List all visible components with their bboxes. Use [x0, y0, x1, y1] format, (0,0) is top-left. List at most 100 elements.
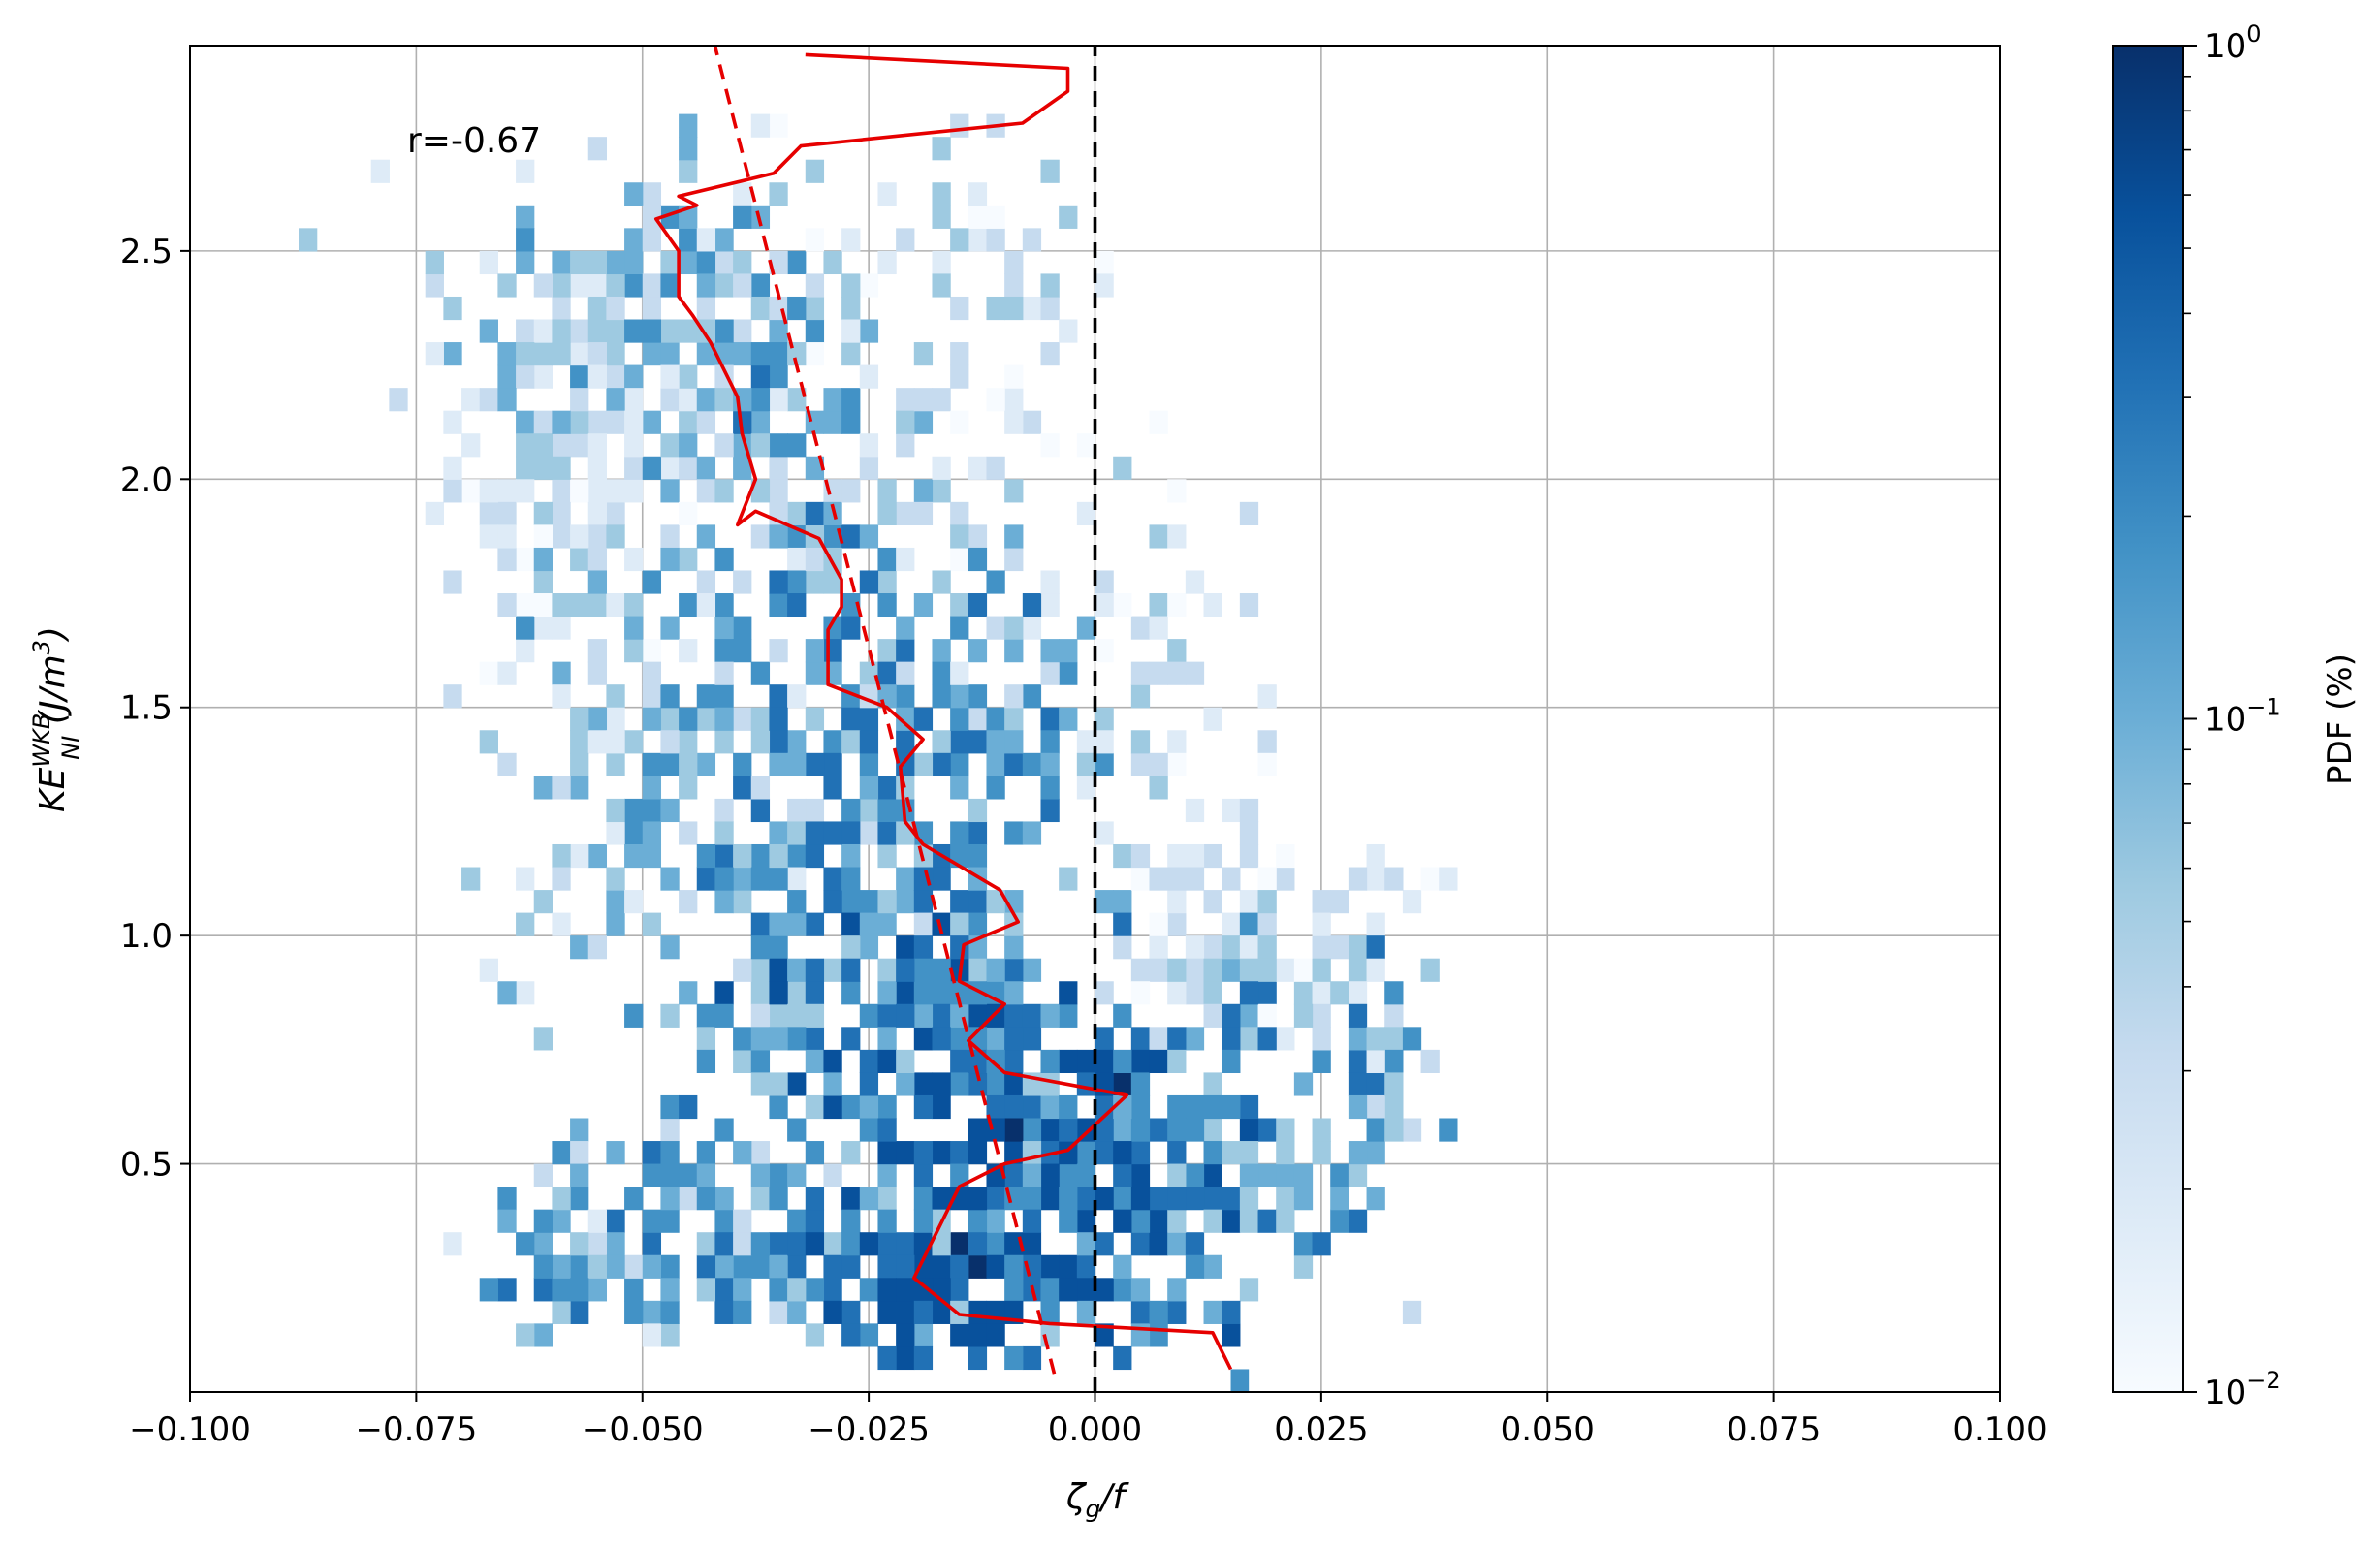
heatmap-cell — [750, 730, 771, 754]
heatmap-cell — [913, 1323, 934, 1347]
heatmap-cell — [1130, 1278, 1151, 1302]
heatmap-cell — [1222, 1027, 1241, 1051]
heatmap-cell — [859, 1049, 879, 1074]
heatmap-cell — [950, 730, 969, 754]
heatmap-cell — [587, 547, 608, 572]
heatmap-cell — [733, 273, 752, 298]
heatmap-cell — [1167, 867, 1187, 891]
heatmap-cell — [516, 639, 535, 663]
heatmap-cell — [1203, 1187, 1222, 1211]
heatmap-cell — [461, 433, 481, 458]
heatmap-cell — [1113, 593, 1132, 617]
heatmap-cell — [516, 319, 535, 343]
heatmap-cell — [1167, 524, 1187, 549]
heatmap-cell — [896, 1003, 915, 1028]
heatmap-cell — [624, 1254, 644, 1279]
heatmap-cell — [1185, 1163, 1205, 1187]
heatmap-cell — [1239, 1209, 1259, 1233]
heatmap-cell — [841, 890, 861, 914]
heatmap-cell — [1439, 1118, 1458, 1142]
heatmap-cell — [1312, 935, 1331, 960]
heatmap-cell — [950, 1254, 969, 1279]
heatmap-cell — [497, 501, 517, 525]
heatmap-cell — [841, 319, 861, 343]
heatmap-cell — [823, 570, 842, 594]
heatmap-cell — [1113, 1254, 1132, 1279]
heatmap-cell — [1004, 752, 1024, 776]
heatmap-cell — [841, 273, 861, 298]
heatmap-cell — [805, 798, 825, 823]
heatmap-cell — [1004, 821, 1024, 845]
heatmap-cell — [552, 319, 571, 343]
y-axis-ticks: 0.5 1.0 1.5 2.0 2.5 — [120, 233, 190, 1185]
heatmap-cell — [570, 410, 589, 434]
heatmap-cell — [1312, 912, 1331, 936]
heatmap-cell — [606, 250, 625, 275]
heatmap-cell — [1203, 981, 1222, 1005]
heatmap-cell — [587, 1232, 608, 1256]
heatmap-cell — [896, 1254, 915, 1279]
heatmap-cell — [1113, 1094, 1132, 1120]
heatmap-cell — [660, 1094, 680, 1120]
heatmap-cell — [1095, 639, 1114, 663]
heatmap-cell — [805, 1027, 825, 1051]
heatmap-cell — [859, 456, 879, 480]
heatmap-cell — [1312, 981, 1331, 1005]
heatmap-cell — [787, 501, 807, 525]
heatmap-cell — [769, 981, 788, 1005]
heatmap-cell — [733, 1209, 752, 1233]
heatmap-cell — [497, 981, 517, 1005]
heatmap-cell — [1222, 912, 1241, 936]
heatmap-cell — [769, 593, 788, 617]
heatmap-cell — [552, 501, 571, 525]
heatmap-cell — [877, 890, 897, 914]
heatmap-cell — [1040, 1118, 1060, 1142]
heatmap-cell — [1022, 593, 1042, 617]
heatmap-cell — [1420, 958, 1440, 982]
heatmap-cell — [552, 1254, 571, 1279]
heatmap-cell — [1149, 867, 1168, 891]
heatmap-cell — [841, 1209, 861, 1233]
heatmap-cell — [769, 1187, 788, 1211]
heatmap-cell — [968, 456, 988, 480]
heatmap-cell — [497, 388, 517, 412]
heatmap-cell — [750, 1072, 771, 1096]
heatmap-cell — [1130, 1072, 1151, 1096]
heatmap-cell — [968, 1118, 988, 1142]
heatmap-cell — [950, 935, 969, 960]
heatmap-cell — [1059, 1118, 1078, 1142]
heatmap-cell — [642, 1254, 662, 1279]
heatmap-cell — [1366, 912, 1385, 936]
heatmap-cell — [714, 843, 734, 869]
heatmap-cell — [1276, 1163, 1295, 1187]
heatmap-cell — [516, 593, 535, 617]
heatmap-cell — [913, 912, 934, 936]
heatmap-cell — [552, 342, 571, 366]
heatmap-cell — [533, 524, 553, 549]
heatmap-cell — [1022, 1345, 1042, 1371]
heatmap-cell — [769, 707, 788, 731]
heatmap-cell — [859, 1323, 879, 1347]
heatmap-cell — [1130, 730, 1151, 754]
heatmap-cell — [660, 1118, 680, 1142]
heatmap-cell — [787, 684, 807, 709]
heatmap-cell — [968, 1003, 988, 1028]
heatmap-cell — [1040, 707, 1060, 731]
heatmap-cell — [642, 410, 662, 434]
heatmap-cell — [1059, 1163, 1078, 1187]
colorbar: 10−2 10−1 100 PDF (%) — [2112, 20, 2360, 1412]
heatmap-cell — [950, 501, 969, 525]
heatmap-cell — [896, 867, 915, 891]
heatmap-cell — [570, 524, 589, 549]
heatmap-cell — [1203, 1300, 1222, 1324]
heatmap-cell — [1130, 1300, 1151, 1324]
heatmap-cell — [805, 958, 825, 982]
heatmap-cell — [1239, 821, 1259, 845]
heatmap-cell — [950, 1232, 969, 1256]
heatmap-cell — [950, 593, 969, 617]
heatmap-cell — [660, 1141, 680, 1165]
heatmap-cell — [1185, 1094, 1205, 1120]
heatmap-cell — [696, 410, 716, 434]
heatmap-cell — [1293, 958, 1314, 982]
heatmap-cell — [1203, 1003, 1222, 1028]
